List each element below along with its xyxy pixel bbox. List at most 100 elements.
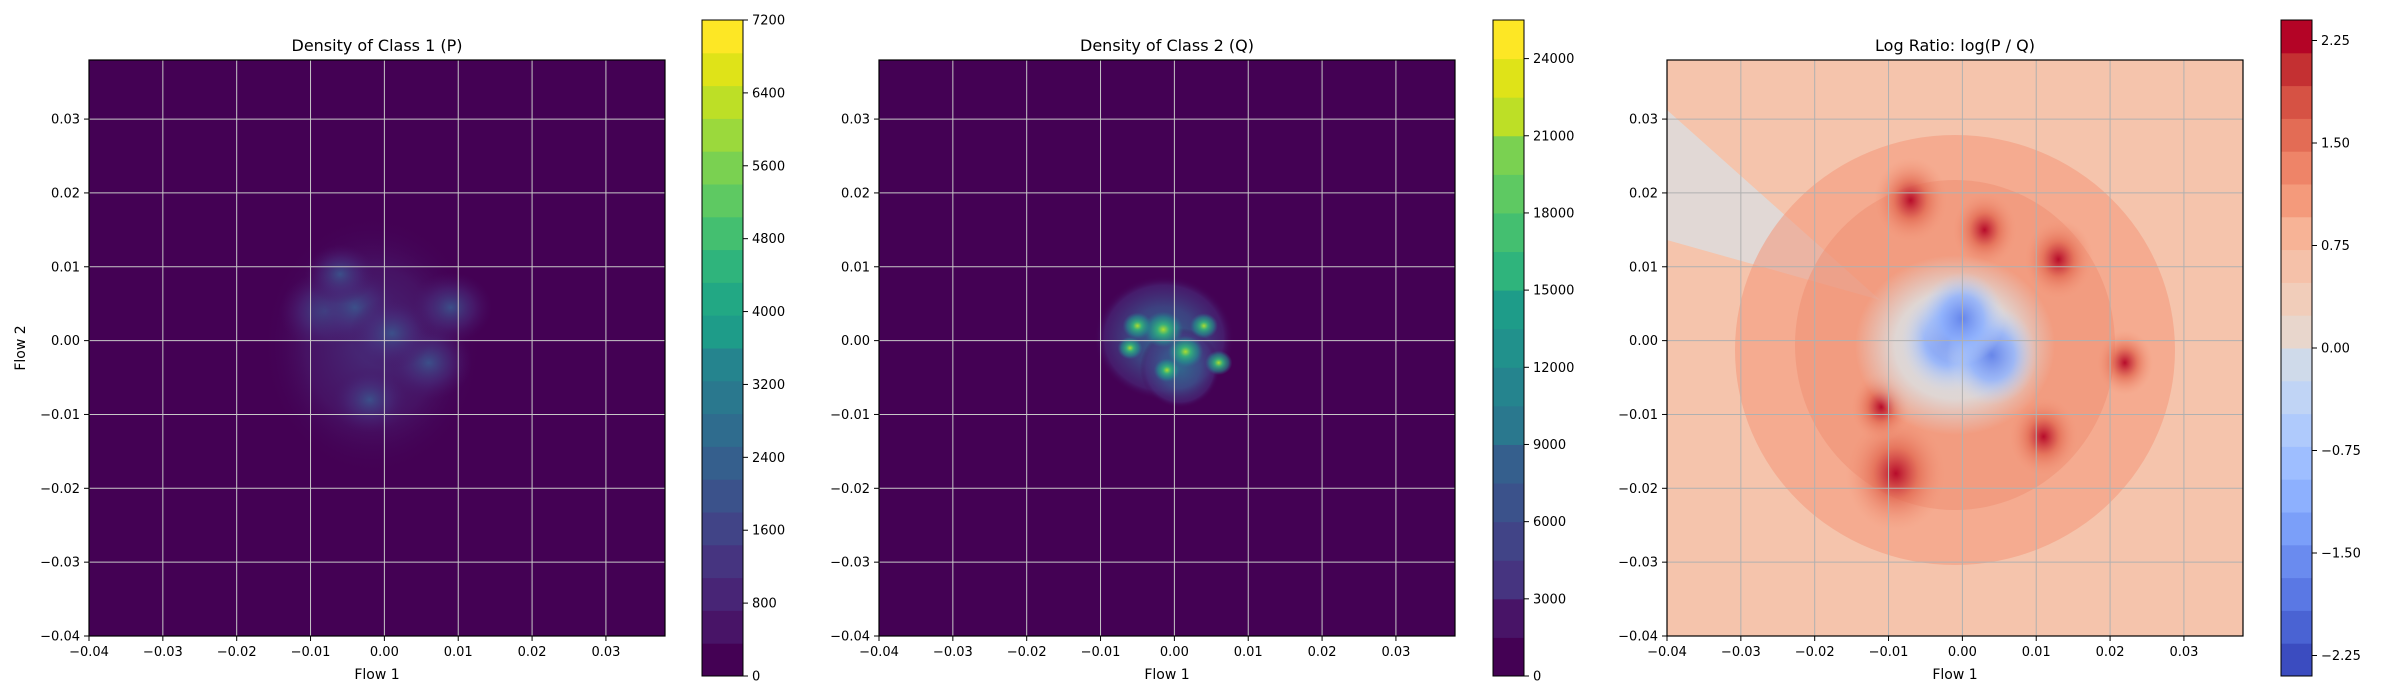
x-tick-label: 0.00	[1948, 645, 1977, 660]
chart-title-q: Density of Class 2 (Q)	[1080, 36, 1254, 55]
x-tick-label: 0.02	[2096, 645, 2125, 660]
colorbar-tick-label: 12000	[1533, 361, 1574, 376]
density-peak-q	[1205, 350, 1233, 376]
colorbar-tick-label: 1600	[752, 524, 785, 539]
colorbar-band	[1493, 444, 1524, 484]
density-peak-q	[1189, 313, 1218, 339]
x-tick-label: −0.03	[1721, 645, 1761, 660]
colorbar-tick-label: 0	[1533, 670, 1541, 685]
y-tick-label: −0.04	[830, 630, 870, 645]
colorbar-band	[2281, 151, 2312, 185]
positive-ratio-region	[2096, 330, 2154, 396]
colorbar-band	[1493, 405, 1524, 445]
x-tick-label: 0.02	[1308, 645, 1337, 660]
colorbar-band	[1493, 521, 1524, 561]
positive-ratio-region	[2008, 396, 2079, 477]
x-tick-label: −0.01	[1081, 645, 1121, 660]
x-tick-label: 0.01	[2022, 645, 2051, 660]
colorbar-band	[702, 249, 743, 283]
colorbar-tick-label: 0.00	[2321, 342, 2350, 357]
y-tick-label: −0.01	[40, 408, 80, 423]
x-tick-label: −0.01	[1869, 645, 1909, 660]
x-tick-label: 0.01	[1234, 645, 1263, 660]
colorbar-band	[702, 610, 743, 644]
colorbar-tick-label: −2.25	[2321, 649, 2361, 664]
colorbar-band	[2281, 20, 2312, 54]
colorbar-band	[702, 643, 743, 677]
positive-ratio-region	[1951, 192, 2018, 268]
y-tick-label: −0.01	[830, 408, 870, 423]
colorbar-band	[2281, 52, 2312, 87]
x-tick-label: 0.03	[2169, 645, 2198, 660]
colorbar-tick-label: 7200	[752, 14, 785, 29]
y-tick-label: 0.01	[51, 260, 80, 275]
colorbar-band	[702, 413, 743, 447]
colorbar-band	[702, 85, 743, 119]
colorbar-tick-label: −1.50	[2321, 547, 2361, 562]
x-tick-label: 0.03	[1381, 645, 1410, 660]
y-tick-label: −0.01	[1618, 408, 1658, 423]
density-peak-p	[305, 244, 375, 304]
density-cloud-p	[262, 215, 492, 475]
colorbar-band	[1493, 328, 1524, 368]
colorbar-tick-label: 2400	[752, 451, 785, 466]
colorbar-tick-label: 0	[752, 670, 760, 685]
colorbar-tick-label: −0.75	[2321, 444, 2361, 459]
colorbar-tick-label: 800	[752, 597, 777, 612]
colorbar-band	[1493, 367, 1524, 407]
density-peak-q	[1117, 336, 1143, 360]
x-tick-label: −0.02	[1795, 645, 1835, 660]
colorbar-band	[1493, 598, 1524, 638]
x-tick-label: −0.02	[217, 645, 257, 660]
colorbar-band	[1493, 212, 1524, 253]
y-tick-label: 0.03	[841, 113, 870, 128]
colorbar-frame-q	[1492, 19, 1525, 677]
x-axis-logratio: −0.04 −0.03 −0.02 −0.01 0.00 0.01 0.02 0.03	[1647, 636, 2198, 660]
colorbar-tick-label: 18000	[1533, 206, 1574, 221]
colorbar-band	[2281, 249, 2312, 283]
y-tick-label: 0.01	[841, 260, 870, 275]
positive-ratio-region	[1873, 157, 1948, 243]
density-peak-p	[331, 366, 409, 433]
x-tick-label: −0.03	[143, 645, 183, 660]
y-tick-label: −0.02	[40, 482, 80, 497]
colorbar-tick-label: 4000	[752, 305, 785, 320]
y-tick-label: 0.01	[1629, 260, 1658, 275]
colorbar-tick-label: 0.75	[2321, 239, 2350, 254]
colorbar-tick-label: 21000	[1533, 129, 1574, 144]
colorbar-band	[1493, 637, 1524, 677]
density-cloud-q	[1094, 276, 1234, 408]
y-tick-label: −0.02	[830, 482, 870, 497]
colorbar-band	[702, 282, 743, 316]
positive-ratio-region	[2023, 219, 2094, 300]
y-axis-logratio: −0.04 −0.03 −0.02 −0.01 0.00 0.01 0.02 0.03	[1618, 113, 1667, 645]
colorbar-tick-label: 3000	[1533, 592, 1566, 607]
panel-log-ratio: −0.04 −0.03 −0.02 −0.01 0.00 0.01 0.02 0.03 −0.…	[1618, 19, 2361, 683]
y-tick-label: −0.03	[40, 556, 80, 571]
colorbar-band	[702, 512, 743, 546]
colorbar-band	[702, 479, 743, 513]
colorbar-band	[2281, 446, 2312, 480]
colorbar-tick-label: 24000	[1533, 52, 1574, 67]
colorbar-band	[1493, 97, 1524, 137]
y-axis-label-p: Flow 2	[13, 325, 29, 370]
colorbar-band	[2281, 315, 2312, 349]
colorbar-band	[2281, 184, 2312, 218]
colorbar-band	[702, 52, 743, 87]
y-tick-label: −0.04	[40, 630, 80, 645]
y-tick-label: 0.00	[1629, 334, 1658, 349]
x-axis-label-q: Flow 1	[1144, 667, 1189, 683]
y-tick-label: −0.03	[1618, 556, 1658, 571]
colorbar-band	[1493, 290, 1524, 330]
colorbar-band	[2281, 348, 2312, 382]
density-peak-q	[1167, 335, 1204, 368]
x-tick-label: −0.04	[1647, 645, 1687, 660]
colorbar-tick-label: 4800	[752, 232, 785, 247]
colorbar-band	[2281, 282, 2312, 316]
colorbar-band	[2281, 380, 2312, 415]
colorbar-tick-label: 9000	[1533, 438, 1566, 453]
colorbar-band	[2281, 512, 2312, 546]
x-tick-label: 0.02	[518, 645, 547, 660]
colorbar-tick-label: 2.25	[2321, 34, 2350, 49]
colorbar-band	[702, 118, 743, 152]
